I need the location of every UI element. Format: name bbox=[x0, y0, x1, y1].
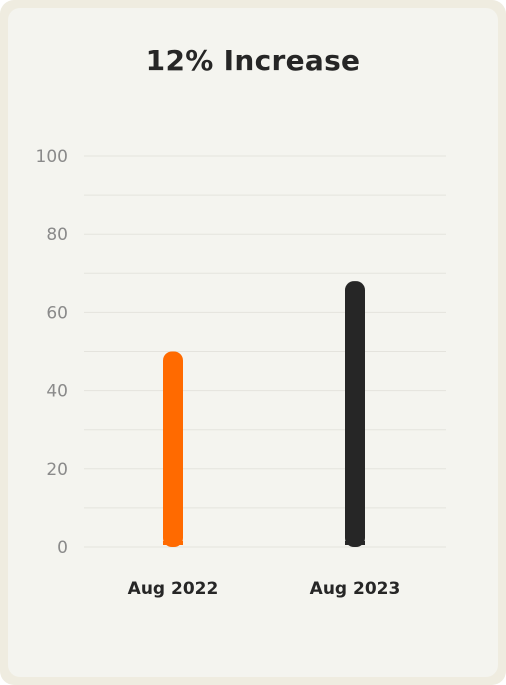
x-tick-label: Aug 2022 bbox=[128, 579, 219, 599]
chart-title: 12% Increase bbox=[145, 44, 361, 77]
y-tick-label: 80 bbox=[46, 225, 68, 245]
bar-aug-2022 bbox=[163, 351, 183, 547]
bar-base bbox=[163, 541, 183, 545]
bar-aug-2023 bbox=[345, 281, 365, 547]
bar-base bbox=[345, 541, 365, 545]
chart-card bbox=[8, 8, 498, 677]
x-tick-label: Aug 2023 bbox=[310, 579, 401, 599]
y-axis-ticks: 0 20 40 60 80 100 bbox=[36, 147, 68, 558]
bars bbox=[163, 281, 365, 547]
x-axis-labels: Aug 2022 Aug 2023 bbox=[128, 579, 401, 599]
grid-lines bbox=[84, 155, 446, 548]
y-tick-label: 0 bbox=[57, 538, 68, 558]
y-tick-label: 60 bbox=[46, 303, 68, 323]
y-tick-label: 100 bbox=[36, 147, 68, 167]
y-tick-label: 40 bbox=[46, 382, 68, 402]
y-tick-label: 20 bbox=[46, 460, 68, 480]
